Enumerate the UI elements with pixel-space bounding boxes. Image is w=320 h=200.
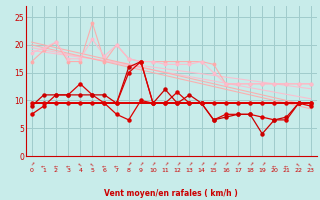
Text: ↑: ↑	[114, 162, 119, 167]
Text: ↑: ↑	[162, 161, 168, 168]
Text: ↑: ↑	[210, 161, 217, 168]
Text: ↑: ↑	[174, 161, 180, 168]
Text: ↑: ↑	[66, 162, 71, 167]
Text: ↑: ↑	[247, 161, 253, 168]
Text: ↑: ↑	[53, 162, 59, 167]
Text: ↑: ↑	[77, 161, 84, 168]
Text: ↑: ↑	[186, 161, 193, 168]
Text: ↑: ↑	[272, 162, 277, 167]
Text: ↑: ↑	[308, 161, 314, 168]
Text: ↑: ↑	[222, 161, 229, 168]
Text: ↑: ↑	[41, 162, 46, 167]
Text: ↑: ↑	[89, 161, 96, 168]
Text: ↑: ↑	[102, 162, 107, 167]
Text: ↑: ↑	[284, 162, 289, 167]
X-axis label: Vent moyen/en rafales ( km/h ): Vent moyen/en rafales ( km/h )	[104, 189, 238, 198]
Text: ↑: ↑	[138, 161, 144, 168]
Text: ↑: ↑	[125, 161, 132, 168]
Text: ↑: ↑	[295, 161, 302, 168]
Text: ↑: ↑	[235, 161, 241, 168]
Text: ↑: ↑	[259, 161, 266, 168]
Text: ↑: ↑	[150, 161, 156, 168]
Text: ↑: ↑	[28, 161, 35, 168]
Text: ↑: ↑	[198, 161, 205, 168]
